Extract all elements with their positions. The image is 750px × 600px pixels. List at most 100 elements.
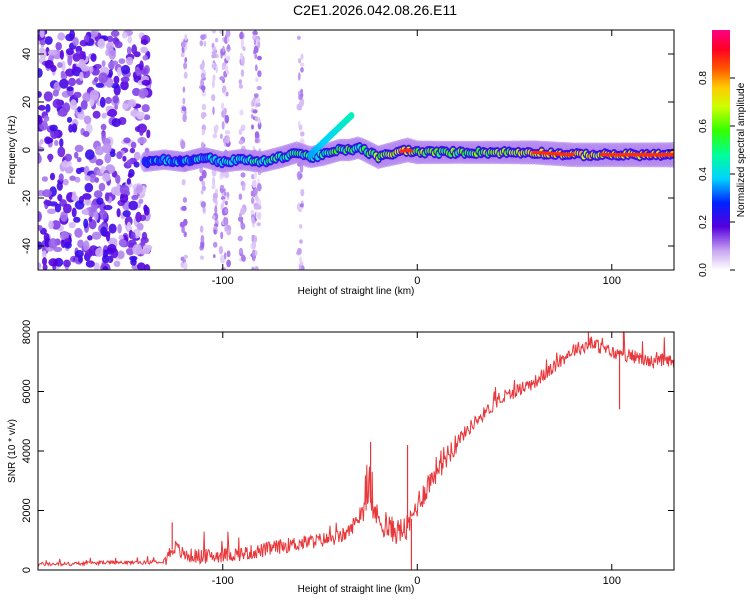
noise-blob [44,36,53,45]
noise-column-blob [257,40,261,49]
noise-blob [74,144,84,153]
noise-blob [93,262,100,270]
noise-column-blob [223,252,227,260]
noise-blob [117,250,125,259]
noise-column-blob [224,171,230,179]
noise-blob [127,172,133,178]
noise-column-blob [180,52,185,58]
noise-blob [78,255,83,263]
noise-blob [41,176,49,182]
noise-column-blob [224,114,230,124]
noise-column-blob [182,113,187,123]
noise-blob [39,138,44,145]
noise-column-blob [181,179,186,186]
noise-blob [38,262,42,270]
noise-column-blob [211,94,216,102]
noise-blob [38,154,42,164]
noise-blob [69,175,76,181]
noise-column-blob [251,196,255,205]
noise-blob [115,174,121,184]
noise-blob [146,129,151,139]
noise-blob [105,41,114,52]
noise-column-blob [297,72,301,81]
noise-column-blob [240,172,246,178]
noise-column-blob [253,45,259,54]
colorbar-label: Normalized spectral amplitude [736,82,747,217]
noise-blob [55,42,62,51]
noise-column-blob [255,97,261,104]
x-tick-label: -100 [212,275,234,287]
noise-blob [144,264,151,270]
noise-blob [65,48,74,56]
noise-column-blob [238,139,244,145]
noise-column-blob [253,171,257,180]
noise-blob [118,58,126,64]
noise-column-blob [254,137,259,144]
noise-column-blob [202,207,206,212]
noise-blob [48,258,58,267]
noise-blob [141,104,150,113]
noise-blob [136,222,144,231]
noise-blob [53,81,61,93]
noise-blob [54,140,59,146]
noise-blob [104,153,112,164]
noise-column-blob [226,70,230,75]
noise-column-blob [299,62,305,67]
y-tick-label: -20 [21,190,33,206]
noise-column-blob [300,88,304,94]
noise-blob [87,235,93,241]
noise-blob [76,157,82,163]
noise-column-blob [242,46,246,52]
noise-blob [43,91,53,102]
noise-blob [59,138,64,148]
noise-column-blob [298,124,303,131]
noise-blob [57,146,66,158]
noise-blob [114,104,119,110]
noise-column-blob [199,63,205,70]
noise-blob [102,172,111,182]
ridge-arc [348,112,355,120]
noise-blob [133,151,141,161]
spectrogram-y-label: Frequency (Hz) [7,116,18,185]
noise-blob [109,151,116,158]
noise-blob [72,63,77,73]
noise-column-blob [184,33,188,41]
noise-column-blob [254,187,258,196]
noise-blob [48,238,58,249]
noise-blob [68,221,76,229]
colorbar: 0.0 0.2 0.4 0.6 0.8 Normalized spectral ampl… [698,30,747,277]
noise-column-blob [213,229,217,235]
noise-column-blob [199,255,205,260]
noise-column-blob [200,234,205,243]
noise-blob [140,39,148,45]
noise-blob [77,106,82,113]
noise-column-blob [225,200,228,206]
noise-blob [99,96,106,108]
noise-column-blob [297,35,301,40]
noise-column-blob [201,141,204,148]
noise-column-blob [202,86,205,93]
noise-blob [69,99,77,110]
noise-column-blob [213,254,216,259]
noise-column-blob [214,124,219,131]
noise-blob [74,151,79,159]
noise-column-blob [299,203,304,208]
noise-blob [102,138,111,146]
noise-column-blob [226,259,232,268]
y-tick-label: 20 [21,96,33,108]
noise-blob [43,115,50,122]
noise-column-blob [251,179,257,188]
noise-blob [126,159,132,167]
noise-blob [94,76,99,83]
noise-column-blob [223,191,227,196]
noise-blob [49,172,56,181]
noise-column-blob [211,30,217,34]
noise-blob [114,41,123,49]
noise-column-blob [254,266,259,270]
noise-column-blob [299,164,304,173]
noise-column-blob [211,215,216,220]
noise-blob [131,194,139,201]
noise-column-blob [221,102,225,111]
noise-blob [108,49,117,60]
noise-column-blob [300,53,304,60]
